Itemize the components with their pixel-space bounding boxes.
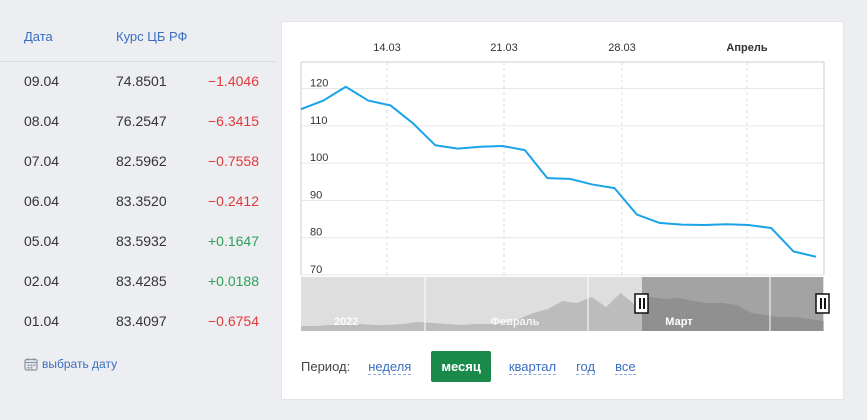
calendar-icon xyxy=(24,358,38,371)
period-option-4[interactable]: все xyxy=(615,358,636,375)
table-row: 08.04 76.2547 −6.3415 xyxy=(0,102,275,142)
navigator-right-handle[interactable] xyxy=(815,293,830,314)
row-rate: 76.2547 xyxy=(116,113,167,129)
row-rate: 82.5962 xyxy=(116,153,167,169)
y-tick-label: 90 xyxy=(310,189,322,201)
rate-column-header: Курс ЦБ РФ xyxy=(116,29,188,44)
row-change: +0.1647 xyxy=(208,233,259,249)
row-change: −1.4046 xyxy=(208,73,259,89)
period-option-3[interactable]: год xyxy=(576,358,596,375)
row-change: +0.0188 xyxy=(208,273,259,289)
row-date: 08.04 xyxy=(24,113,60,129)
y-tick-label: 100 xyxy=(310,152,328,164)
navigator-label: Февраль xyxy=(491,316,540,328)
y-tick-label: 70 xyxy=(310,264,322,276)
navigator-area xyxy=(301,293,824,331)
table-row: 02.04 83.4285 +0.0188 xyxy=(0,262,275,302)
x-tick-label: 14.03 xyxy=(373,42,401,54)
chart-panel: 14.03 21.03 28.03 Апрель 70 80 90 100 110 120 2022… xyxy=(281,21,844,400)
row-change: −6.3415 xyxy=(208,113,259,129)
pick-date-link[interactable]: выбрать дату xyxy=(24,357,117,371)
row-change: −0.7558 xyxy=(208,153,259,169)
row-rate: 83.5932 xyxy=(116,233,167,249)
y-tick-label: 110 xyxy=(310,115,328,127)
row-date: 09.04 xyxy=(24,73,60,89)
row-date: 06.04 xyxy=(24,193,60,209)
navigator-left-handle[interactable] xyxy=(634,293,649,314)
y-tick-label: 80 xyxy=(310,227,322,239)
period-option-0[interactable]: неделя xyxy=(368,358,412,375)
navigator-selection xyxy=(642,277,823,331)
table-row: 06.04 83.3520 −0.2412 xyxy=(0,182,275,222)
row-date: 05.04 xyxy=(24,233,60,249)
table-row: 01.04 83.4097 −0.6754 xyxy=(0,302,275,342)
row-rate: 83.4285 xyxy=(116,273,167,289)
y-tick-label: 120 xyxy=(310,78,328,90)
rates-table: Дата Курс ЦБ РФ 09.04 74.8501 −1.4046 08.04… xyxy=(0,0,275,420)
x-tick-label: Апрель xyxy=(726,42,767,54)
period-option-2[interactable]: квартал xyxy=(508,358,557,375)
table-row: 05.04 83.5932 +0.1647 xyxy=(0,222,275,262)
date-column-header: Дата xyxy=(24,29,53,44)
table-header: Дата Курс ЦБ РФ xyxy=(0,0,275,62)
x-tick-label: 21.03 xyxy=(490,42,518,54)
navigator-label: Март xyxy=(665,316,693,328)
row-date: 07.04 xyxy=(24,153,60,169)
table-row: 09.04 74.8501 −1.4046 xyxy=(0,62,275,102)
period-selector: Период: неделя месяц квартал год все xyxy=(301,350,656,382)
row-date: 01.04 xyxy=(24,313,60,329)
rate-series-line xyxy=(300,85,817,258)
row-date: 02.04 xyxy=(24,273,60,289)
navigator-label: 2022 xyxy=(334,316,358,328)
row-change: −0.2412 xyxy=(208,193,259,209)
row-rate: 83.4097 xyxy=(116,313,167,329)
pick-date-label: выбрать дату xyxy=(42,357,118,371)
table-row: 07.04 82.5962 −0.7558 xyxy=(0,142,275,182)
row-rate: 83.3520 xyxy=(116,193,167,209)
rate-chart: 14.03 21.03 28.03 Апрель 70 80 90 100 110 120 2022… xyxy=(300,42,830,331)
period-option-1[interactable]: месяц xyxy=(431,350,491,382)
x-tick-label: 28.03 xyxy=(608,42,636,54)
row-rate: 74.8501 xyxy=(116,73,167,89)
row-change: −0.6754 xyxy=(208,313,259,329)
period-label: Период: xyxy=(301,358,351,374)
